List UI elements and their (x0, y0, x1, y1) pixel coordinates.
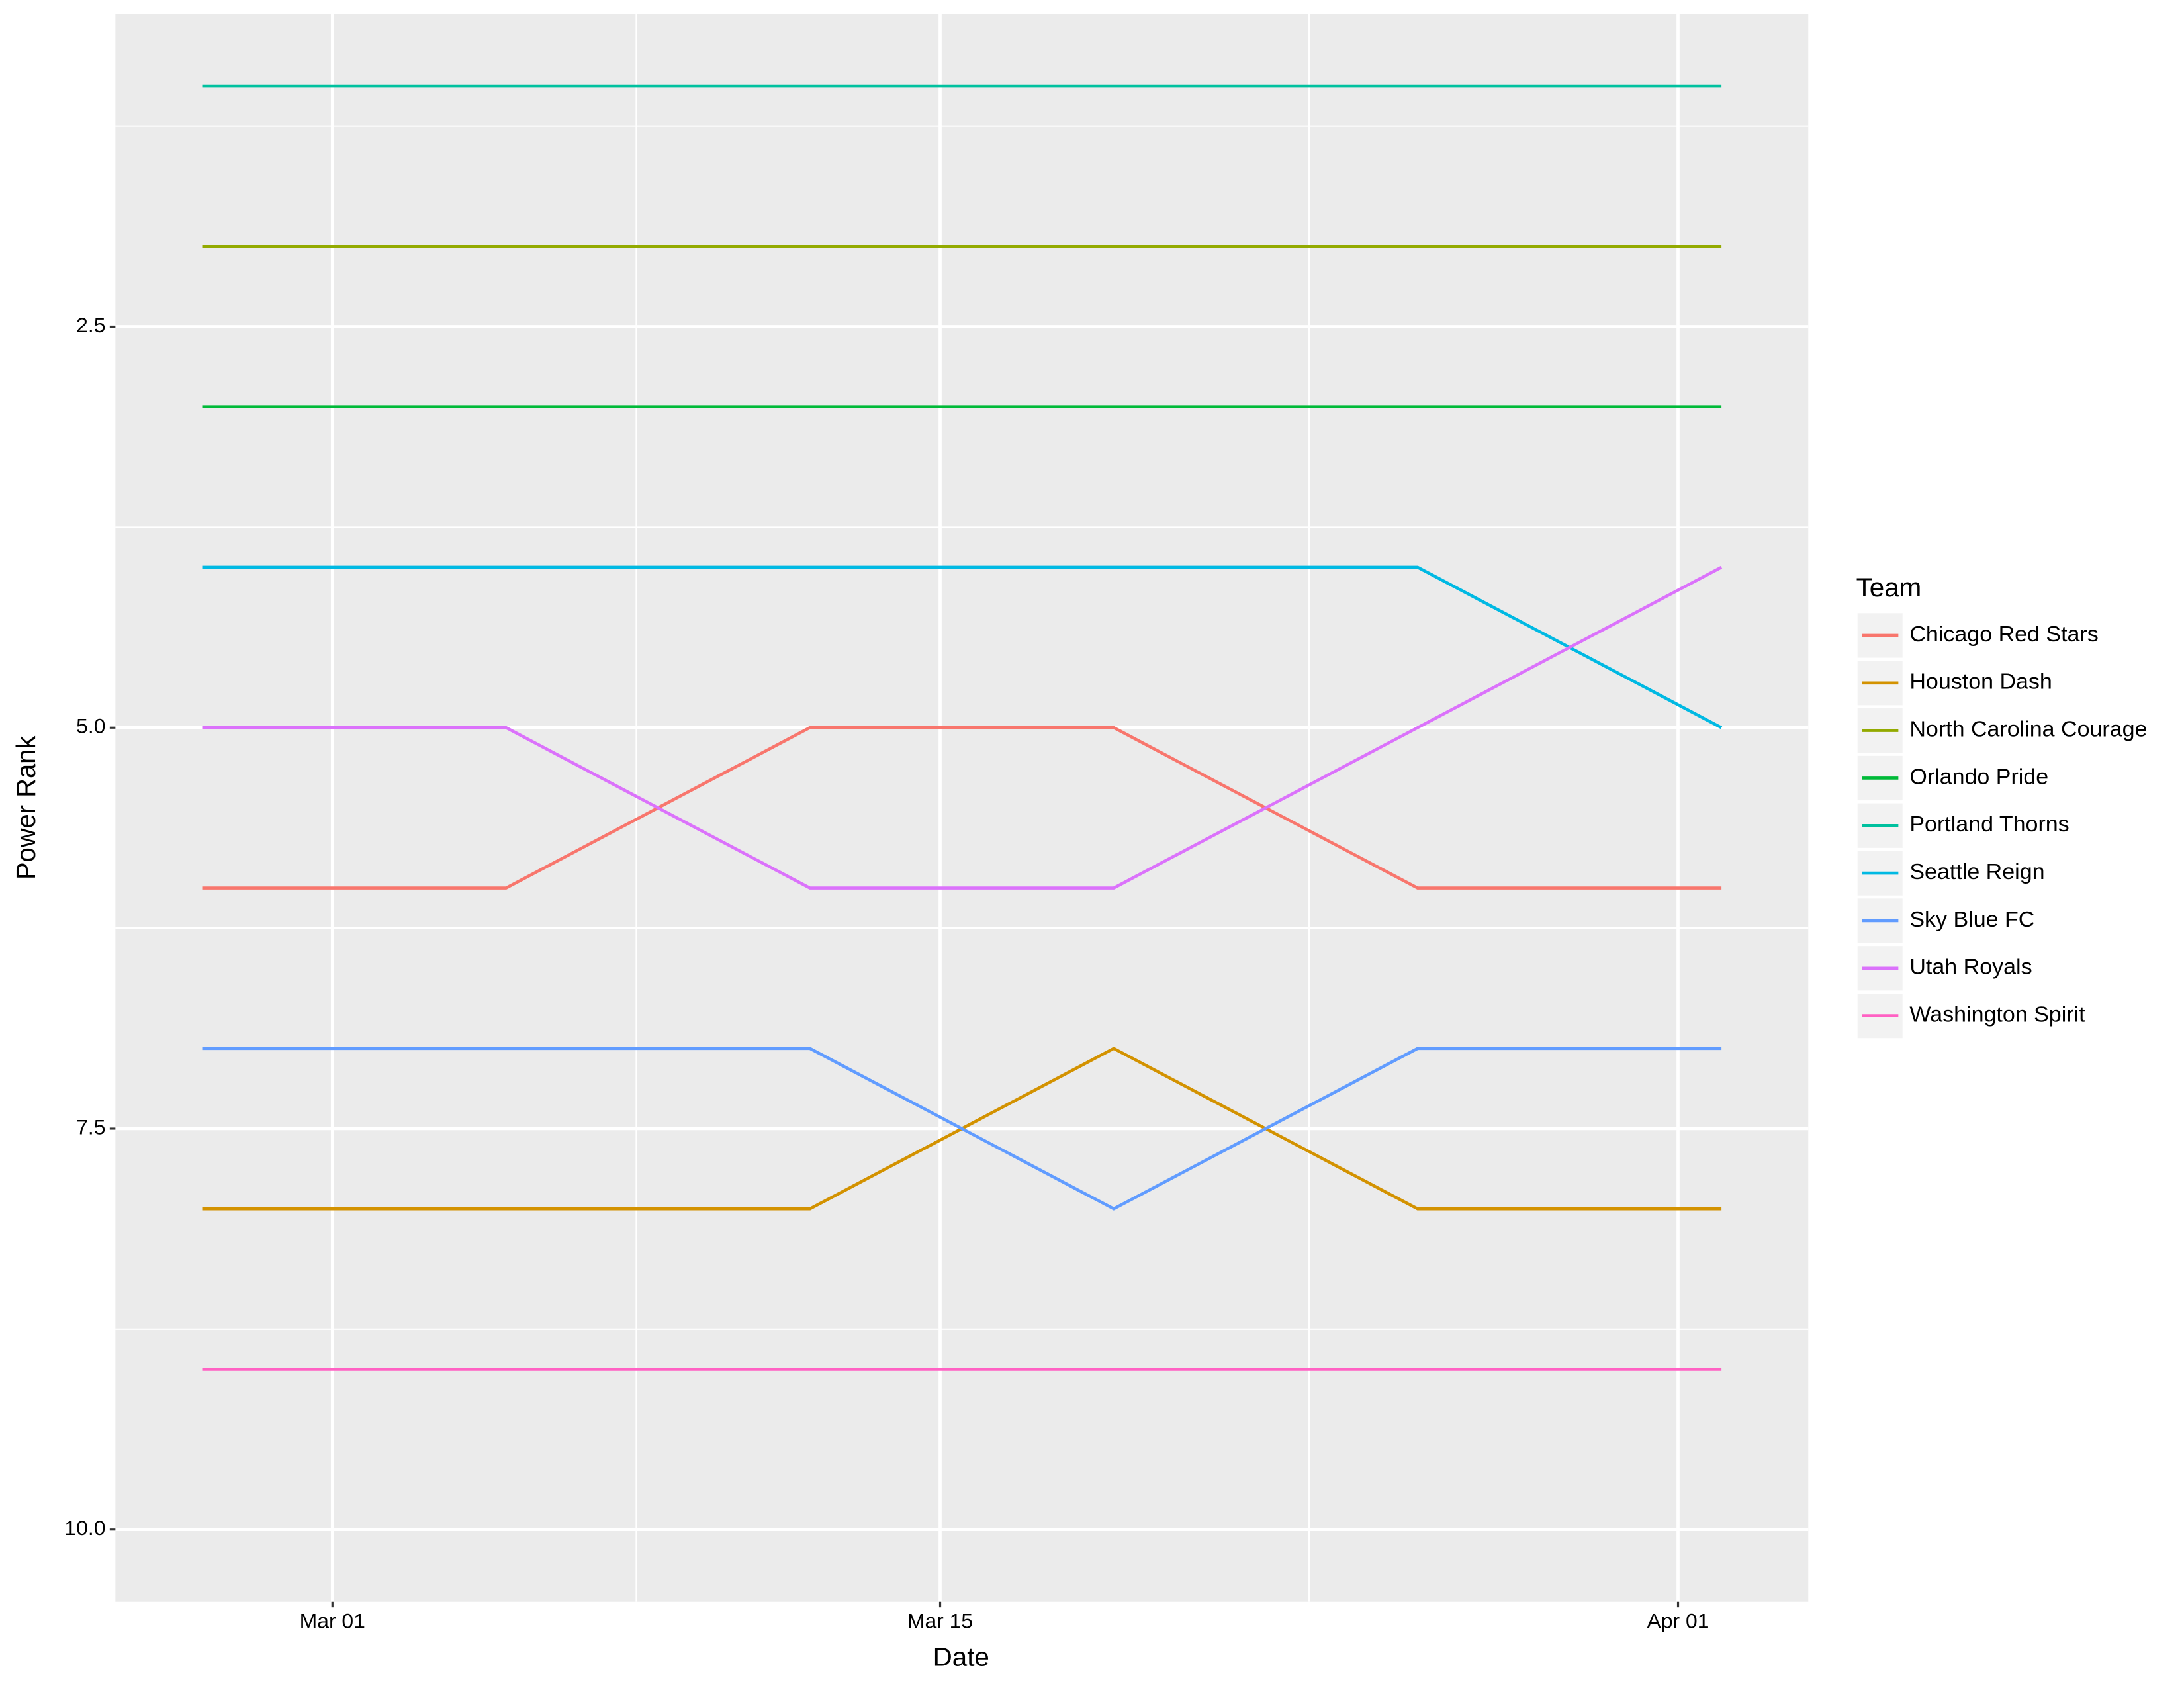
legend-label: Houston Dash (1909, 669, 2052, 694)
lines (202, 84, 1723, 1371)
series-line (202, 726, 1722, 890)
legend-label: Orlando Pride (1909, 765, 2048, 790)
legend: Chicago Red Stars Houston Dash North Carol… (1857, 613, 2147, 1039)
y-tick-label: 10.0 (64, 1516, 105, 1540)
plot-background (115, 14, 1809, 1602)
y-axis-label: Power Rank (11, 735, 41, 880)
x-tick-label: Mar 15 (907, 1609, 973, 1633)
legend-label: Utah Royals (1909, 955, 2032, 980)
legend-label: North Carolina Courage (1909, 717, 2147, 742)
legend-label: Portland Thorns (1909, 812, 2069, 837)
x-tick-label: Apr 01 (1647, 1609, 1709, 1633)
legend-label: Seattle Reign (1909, 859, 2044, 884)
legend-label: Sky Blue FC (1909, 907, 2034, 932)
series-line (202, 1047, 1722, 1211)
x-tick-label: Mar 01 (300, 1609, 365, 1633)
y-tick-label: 2.5 (76, 313, 105, 337)
legend-label: Chicago Red Stars (1909, 622, 2098, 647)
y-tick-label: 7.5 (76, 1115, 105, 1139)
y-tick-label: 5.0 (76, 714, 105, 738)
x-axis-label: Date (933, 1642, 989, 1672)
legend-label: Washington Spirit (1909, 1002, 2085, 1027)
legend-title: Team (1856, 573, 1922, 602)
series-line (202, 565, 1723, 890)
series-line (202, 565, 1723, 729)
